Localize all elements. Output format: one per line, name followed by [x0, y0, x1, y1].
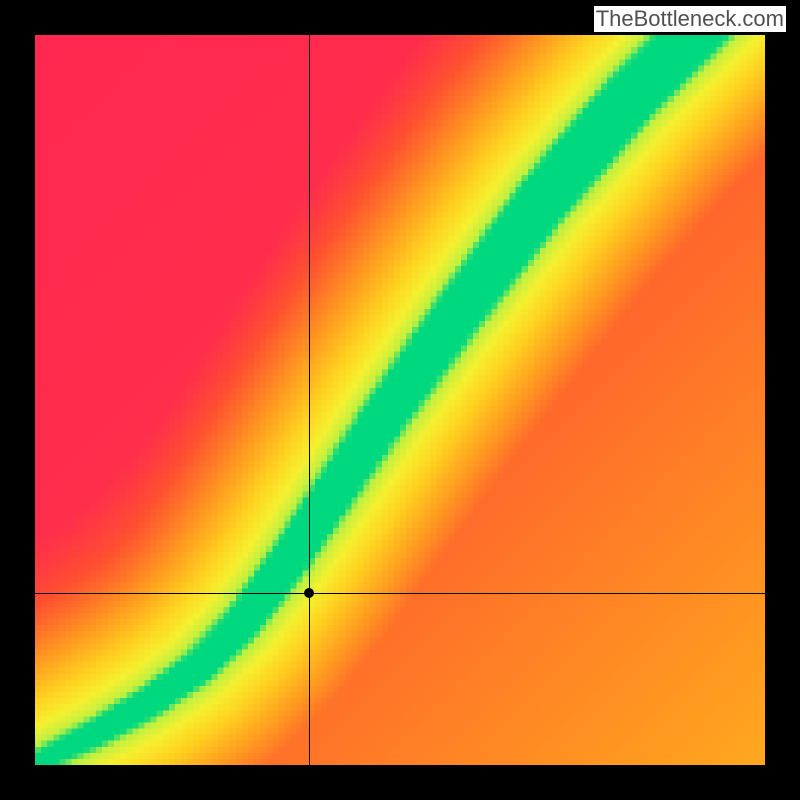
- chart-container: TheBottleneck.com: [0, 0, 800, 800]
- marker-dot: [304, 588, 314, 598]
- heatmap-plot: [35, 35, 765, 765]
- crosshair-horizontal: [35, 593, 765, 594]
- watermark-label: TheBottleneck.com: [594, 6, 786, 32]
- heatmap-canvas: [35, 35, 765, 765]
- crosshair-vertical: [309, 35, 310, 765]
